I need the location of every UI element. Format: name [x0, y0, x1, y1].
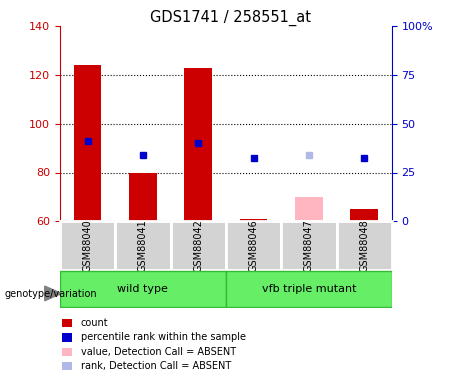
Polygon shape	[45, 286, 61, 301]
Text: wild type: wild type	[118, 284, 168, 294]
FancyBboxPatch shape	[171, 221, 226, 270]
FancyBboxPatch shape	[226, 221, 281, 270]
Text: GSM88042: GSM88042	[193, 219, 203, 272]
Bar	[295, 197, 323, 221]
FancyBboxPatch shape	[115, 221, 171, 270]
Bar	[74, 65, 101, 221]
Bar	[129, 172, 157, 221]
Text: GDS1741 / 258551_at: GDS1741 / 258551_at	[150, 9, 311, 26]
Text: GSM88040: GSM88040	[83, 219, 93, 272]
Text: value, Detection Call = ABSENT: value, Detection Call = ABSENT	[81, 347, 236, 357]
Bar	[350, 209, 378, 221]
FancyBboxPatch shape	[226, 271, 392, 307]
Bar	[184, 68, 212, 221]
Text: percentile rank within the sample: percentile rank within the sample	[81, 333, 246, 342]
FancyBboxPatch shape	[60, 221, 115, 270]
Text: GSM88047: GSM88047	[304, 219, 314, 272]
Text: GSM88041: GSM88041	[138, 219, 148, 272]
Text: genotype/variation: genotype/variation	[5, 290, 97, 299]
Text: vfb triple mutant: vfb triple mutant	[262, 284, 356, 294]
Text: rank, Detection Call = ABSENT: rank, Detection Call = ABSENT	[81, 361, 231, 371]
FancyBboxPatch shape	[337, 221, 392, 270]
Text: GSM88048: GSM88048	[359, 219, 369, 272]
Text: count: count	[81, 318, 108, 328]
Bar	[240, 219, 267, 221]
FancyBboxPatch shape	[281, 221, 337, 270]
FancyBboxPatch shape	[60, 271, 226, 307]
Text: GSM88046: GSM88046	[248, 219, 259, 272]
